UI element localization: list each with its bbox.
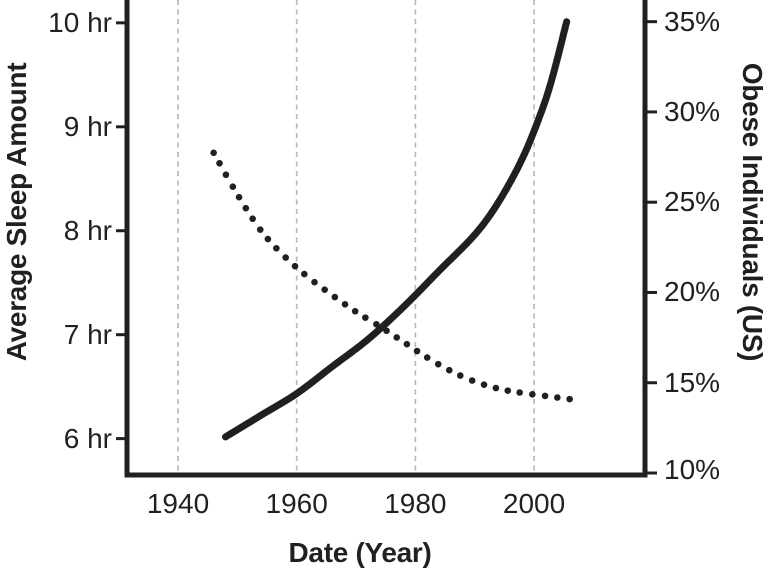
sleep-dot — [331, 293, 339, 301]
sleep-dot — [273, 244, 280, 252]
sleep-dot — [264, 235, 272, 243]
y-right-tick-label: 15% — [664, 366, 721, 398]
sleep-dot — [222, 171, 230, 179]
y-left-tick-label: 10 hr — [48, 6, 112, 38]
right-y-axis-title: Obese Individuals (US) — [737, 62, 768, 362]
sleep-dot — [235, 193, 243, 201]
sleep-dot — [403, 340, 411, 348]
sleep-dot — [256, 226, 264, 233]
sleep-dot — [351, 307, 359, 315]
y-right-tick-label: 35% — [664, 5, 721, 37]
x-tick-label: 1940 — [146, 488, 210, 519]
sleep-dot — [554, 394, 561, 401]
sleep-dot — [282, 254, 289, 261]
x-tick-label: 1960 — [265, 488, 328, 519]
sleep-dot — [362, 314, 369, 321]
sleep-dot — [393, 334, 401, 341]
y-left-tick-label: 9 hr — [63, 110, 112, 142]
sleep-dot — [516, 389, 523, 396]
sleep-dot — [291, 262, 299, 270]
sleep-dot — [504, 387, 512, 394]
sleep-dot — [341, 300, 349, 308]
y-left-tick-label: 8 hr — [63, 214, 112, 246]
axis-spines — [124, 0, 648, 478]
sleep-dot — [445, 366, 453, 374]
sleep-dot — [311, 278, 318, 286]
sleep-dot — [468, 377, 476, 384]
left-y-axis-title: Average Sleep Amount — [1, 62, 32, 362]
sleep-dot — [413, 347, 421, 355]
sleep-dot — [210, 149, 217, 157]
y-right-tick-label: 10% — [664, 454, 721, 485]
y-right-tick-label: 30% — [664, 95, 721, 127]
sleep-dot — [529, 390, 536, 398]
x-tick-label: 2000 — [502, 488, 566, 519]
sleep-dot — [321, 286, 328, 293]
sleep-dot — [492, 384, 500, 392]
x-gridlines — [177, 0, 535, 473]
sleep-dot — [373, 320, 380, 328]
series-sleep-dotted — [210, 149, 573, 403]
sleep-dot — [423, 354, 431, 361]
y-left-tick-label: 6 hr — [63, 422, 112, 454]
sleep-dot — [434, 360, 442, 368]
sleep-dot — [566, 395, 573, 403]
x-tick-label: 1980 — [384, 488, 447, 519]
sleep-dot — [480, 381, 488, 388]
sleep-dot — [456, 372, 464, 379]
sleep-dot — [301, 270, 308, 278]
series-obesity-solid — [222, 18, 571, 441]
x-axis-title: Date (Year) — [288, 537, 432, 568]
axis-ticks — [116, 20, 657, 475]
y-left-tick-label: 7 hr — [63, 318, 112, 350]
sleep-dot — [229, 183, 237, 191]
sleep-dot — [249, 215, 256, 223]
y-right-tick-label: 25% — [664, 186, 721, 218]
obesity-line — [222, 18, 571, 441]
sleep-dot — [216, 159, 223, 167]
sleep-dot — [541, 392, 549, 400]
sleep-dot — [242, 204, 250, 212]
y-right-tick-label: 20% — [664, 276, 721, 308]
